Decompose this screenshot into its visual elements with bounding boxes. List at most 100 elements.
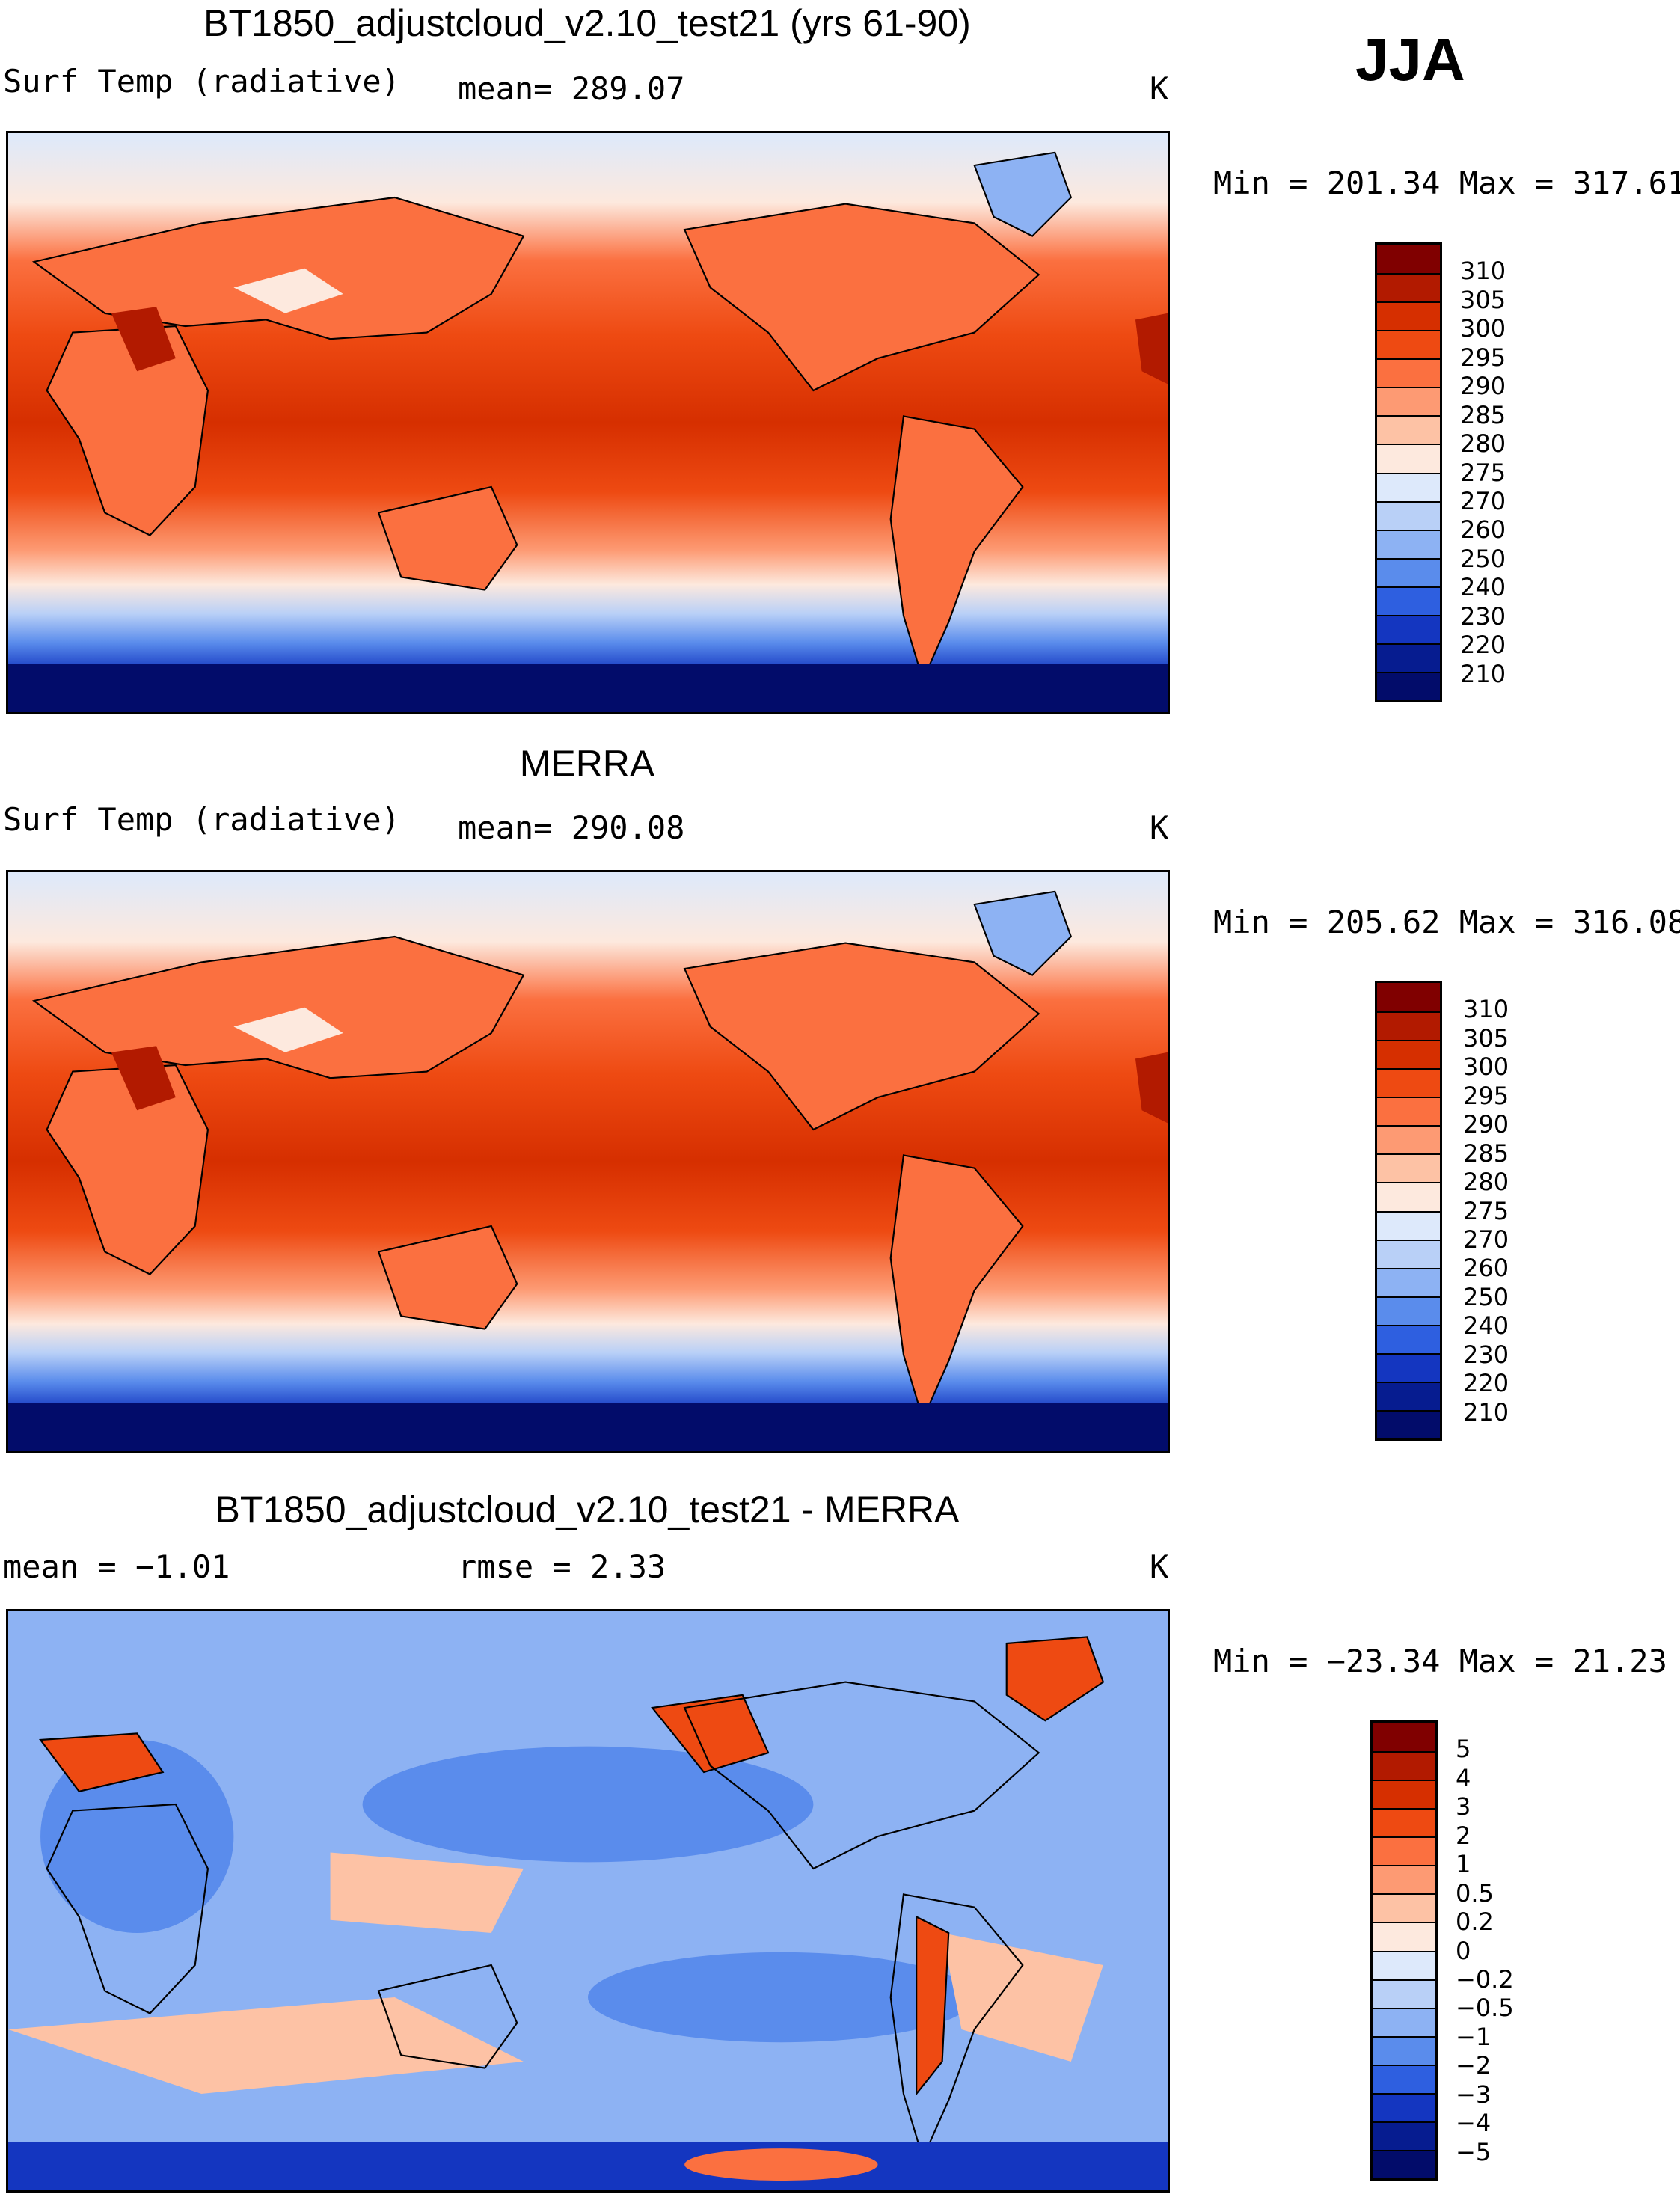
colorbar-tick-label: 290 [1463,1110,1509,1139]
colorbar-swatch [1373,2149,1435,2178]
colorbar-swatch [1377,614,1440,643]
colorbar-tick-label: 0.5 [1456,1878,1494,1908]
panel3-map [6,1609,1170,2193]
colorbar-swatch [1377,557,1440,586]
colorbar-swatch [1373,1836,1435,1866]
colorbar-tick-label: 5 [1456,1735,1471,1764]
panel3-colorbar-labels: 5 4 3 2 1 0.5 0.2 0 −0.2 −0.5 −1 −2 −3 −4 −5 [1456,1720,1560,2181]
panel2-field [8,872,1168,1451]
colorbar-tick-label: 230 [1463,1340,1509,1369]
colorbar-swatch [1373,2035,1435,2065]
colorbar-tick-label: 0 [1456,1936,1471,1965]
panel3-colorbar [1370,1720,1438,2181]
colorbar-swatch [1373,1979,1435,2008]
colorbar-swatch [1373,1780,1435,1809]
colorbar-swatch [1377,1040,1440,1069]
colorbar-swatch [1377,1011,1440,1041]
colorbar-swatch [1377,671,1440,700]
colorbar-swatch [1373,1751,1435,1780]
colorbar-swatch [1377,1239,1440,1268]
colorbar-tick-label: 285 [1460,400,1506,429]
colorbar-swatch [1377,245,1440,274]
colorbar-tick-label: 260 [1460,515,1506,545]
season-label: JJA [1355,26,1465,93]
colorbar-tick-label: 285 [1463,1139,1509,1168]
panel2-units: K [1150,809,1169,846]
colorbar-swatch [1377,1324,1440,1353]
colorbar-swatch [1377,500,1440,530]
colorbar-swatch [1377,472,1440,501]
colorbar-tick-label: 305 [1463,1023,1509,1052]
colorbar-tick-label: 220 [1463,1369,1509,1398]
colorbar-swatch [1377,1381,1440,1410]
panel2-variable: Surf Temp (radiative) [3,801,401,838]
colorbar-swatch [1377,983,1440,1012]
colorbar-swatch [1377,529,1440,558]
panel3-min-max: Min = −23.34 Max = 21.23 [1213,1643,1667,1679]
colorbar-swatch [1377,444,1440,473]
colorbar-swatch [1373,2064,1435,2093]
colorbar-swatch [1377,1352,1440,1382]
colorbar-swatch [1377,1267,1440,1296]
colorbar-tick-label: 240 [1460,573,1506,602]
colorbar-tick-label: 220 [1460,631,1506,660]
colorbar-tick-label: 260 [1463,1254,1509,1283]
panel1-units: K [1150,70,1169,107]
colorbar-tick-label: 275 [1460,458,1506,487]
colorbar-tick-label: 4 [1456,1763,1471,1792]
colorbar-tick-label: 230 [1460,601,1506,631]
colorbar-tick-label: 305 [1460,285,1506,314]
colorbar-swatch [1377,586,1440,615]
colorbar-swatch [1377,387,1440,416]
panel3-field [8,1611,1168,2190]
colorbar-swatch [1373,2092,1435,2121]
colorbar-swatch [1377,1409,1440,1438]
colorbar-swatch [1373,1950,1435,1979]
colorbar-swatch [1377,330,1440,359]
panel2-colorbar [1375,981,1442,1441]
colorbar-tick-label: 270 [1460,486,1506,515]
colorbar-swatch [1373,2121,1435,2150]
colorbar-swatch [1377,273,1440,302]
colorbar-tick-label: 300 [1463,1052,1509,1082]
colorbar-swatch [1377,415,1440,444]
panel1-map [6,131,1170,714]
colorbar-swatch [1377,1097,1440,1126]
colorbar-tick-label: 310 [1463,995,1509,1024]
colorbar-swatch [1377,643,1440,672]
colorbar-tick-label: 280 [1463,1168,1509,1197]
panel2-min-max: Min = 205.62 Max = 316.08 [1213,904,1680,940]
colorbar-swatch [1377,358,1440,387]
colorbar-swatch [1373,1808,1435,1837]
colorbar-tick-label: 275 [1463,1196,1509,1225]
panel1-colorbar-labels: 310 305 300 295 290 285 280 275 270 260 250 240 230 2… [1460,242,1550,702]
colorbar-swatch [1377,1182,1440,1211]
panel1-variable: Surf Temp (radiative) [3,63,401,99]
panel1-field [8,133,1168,712]
colorbar-swatch [1377,1296,1440,1325]
colorbar-tick-label: −2 [1456,2051,1492,2080]
colorbar-tick-label: 2 [1456,1821,1471,1850]
panel1-min-max: Min = 201.34 Max = 317.61 [1213,165,1680,201]
panel2-colorbar-labels: 310 305 300 295 290 285 280 275 270 260 250 240 230 2… [1463,981,1553,1441]
colorbar-tick-label: 310 [1460,257,1506,286]
panel2-title: MERRA [519,743,655,785]
colorbar-tick-label: 210 [1463,1397,1509,1427]
colorbar-tick-label: 280 [1460,429,1506,459]
panel1-title: BT1850_adjustcloud_v2.10_test21 (yrs 61-… [203,2,971,44]
colorbar-swatch [1377,301,1440,331]
colorbar-swatch [1373,1723,1435,1752]
colorbar-tick-label: −4 [1456,2109,1492,2138]
colorbar-tick-label: 300 [1460,314,1506,343]
panel2-mean: mean= 290.08 [458,809,685,846]
panel1-mean: mean= 289.07 [458,70,685,107]
colorbar-tick-label: 250 [1460,544,1506,573]
colorbar-tick-label: −3 [1456,2080,1492,2109]
colorbar-tick-label: 240 [1463,1311,1509,1340]
colorbar-tick-label: 210 [1460,659,1506,688]
colorbar-tick-label: 290 [1460,372,1506,401]
panel3-title: BT1850_adjustcloud_v2.10_test21 - MERRA [215,1489,960,1530]
colorbar-tick-label: 1 [1456,1850,1471,1879]
panel2-map [6,870,1170,1453]
colorbar-tick-label: −5 [1456,2137,1492,2166]
